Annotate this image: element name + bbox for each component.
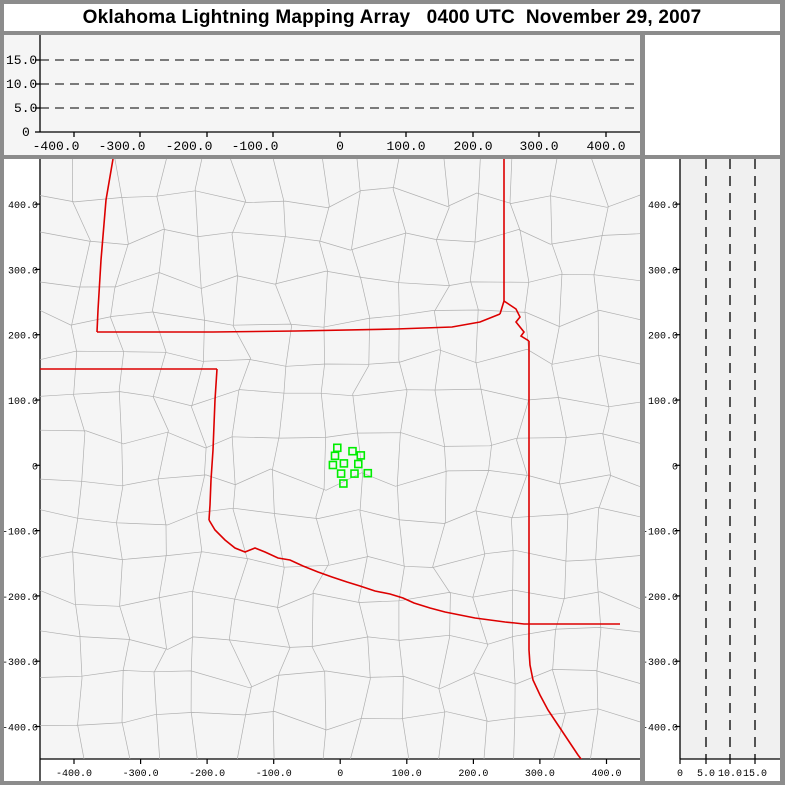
svg-text:-400.0: -400.0 xyxy=(56,769,92,780)
svg-text:-200.0: -200.0 xyxy=(645,593,678,604)
svg-text:-400.0: -400.0 xyxy=(33,139,80,154)
svg-text:15.0: 15.0 xyxy=(743,769,767,780)
svg-text:300.0: 300.0 xyxy=(648,266,678,277)
svg-text:-300.0: -300.0 xyxy=(4,658,38,669)
svg-text:0: 0 xyxy=(672,462,678,473)
svg-text:-100.0: -100.0 xyxy=(4,528,38,539)
svg-text:100.0: 100.0 xyxy=(648,397,678,408)
svg-text:-400.0: -400.0 xyxy=(645,724,678,735)
svg-text:10.0: 10.0 xyxy=(6,77,37,92)
svg-text:400.0: 400.0 xyxy=(586,139,625,154)
svg-text:0: 0 xyxy=(32,462,38,473)
svg-text:-400.0: -400.0 xyxy=(4,724,38,735)
svg-text:-200.0: -200.0 xyxy=(166,139,213,154)
svg-text:0: 0 xyxy=(677,769,683,780)
svg-text:-100.0: -100.0 xyxy=(645,528,678,539)
svg-text:100.0: 100.0 xyxy=(392,769,422,780)
svg-text:15.0: 15.0 xyxy=(6,53,37,68)
svg-text:200.0: 200.0 xyxy=(458,769,488,780)
svg-text:10.0: 10.0 xyxy=(718,769,742,780)
svg-text:200.0: 200.0 xyxy=(8,332,38,343)
svg-text:5.0: 5.0 xyxy=(697,769,715,780)
svg-text:5.0: 5.0 xyxy=(14,101,37,116)
svg-text:-300.0: -300.0 xyxy=(645,658,678,669)
svg-text:100.0: 100.0 xyxy=(8,397,38,408)
svg-text:200.0: 200.0 xyxy=(453,139,492,154)
svg-text:-100.0: -100.0 xyxy=(232,139,279,154)
svg-text:100.0: 100.0 xyxy=(386,139,425,154)
svg-text:-200.0: -200.0 xyxy=(189,769,225,780)
svg-text:0: 0 xyxy=(336,139,344,154)
svg-text:200.0: 200.0 xyxy=(648,332,678,343)
svg-text:-300.0: -300.0 xyxy=(99,139,146,154)
svg-text:0: 0 xyxy=(22,125,30,140)
svg-text:-300.0: -300.0 xyxy=(123,769,159,780)
svg-text:400.0: 400.0 xyxy=(8,201,38,212)
svg-text:-100.0: -100.0 xyxy=(256,769,292,780)
svg-text:400.0: 400.0 xyxy=(591,769,621,780)
svg-text:-200.0: -200.0 xyxy=(4,593,38,604)
svg-text:0: 0 xyxy=(337,769,343,780)
svg-text:300.0: 300.0 xyxy=(525,769,555,780)
svg-text:400.0: 400.0 xyxy=(648,201,678,212)
svg-text:300.0: 300.0 xyxy=(519,139,558,154)
svg-text:300.0: 300.0 xyxy=(8,266,38,277)
